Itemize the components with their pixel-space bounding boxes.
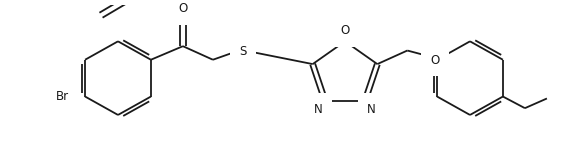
Text: N: N xyxy=(314,103,323,116)
Text: O: O xyxy=(178,2,188,15)
Text: Br: Br xyxy=(56,90,69,103)
Text: O: O xyxy=(340,24,349,37)
Text: S: S xyxy=(239,46,247,58)
Text: N: N xyxy=(367,103,376,116)
Text: O: O xyxy=(431,54,440,67)
